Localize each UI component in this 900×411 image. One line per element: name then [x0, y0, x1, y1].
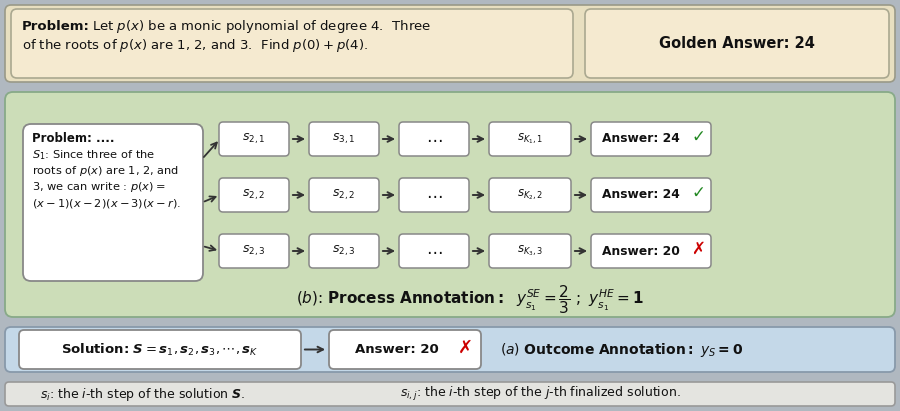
- FancyBboxPatch shape: [399, 234, 469, 268]
- FancyBboxPatch shape: [309, 122, 379, 156]
- FancyBboxPatch shape: [19, 330, 301, 369]
- FancyBboxPatch shape: [309, 234, 379, 268]
- Text: Problem:: Problem:: [22, 21, 90, 34]
- Text: $\cdots$: $\cdots$: [426, 242, 442, 260]
- FancyBboxPatch shape: [489, 178, 571, 212]
- Text: $s_{K_2,2}$: $s_{K_2,2}$: [517, 188, 543, 202]
- FancyBboxPatch shape: [329, 330, 481, 369]
- FancyBboxPatch shape: [5, 327, 895, 372]
- Text: Problem: ....: Problem: ....: [32, 132, 114, 145]
- Text: $s_{2,3}$: $s_{2,3}$: [242, 244, 266, 258]
- Text: $\cdots$: $\cdots$: [426, 186, 442, 204]
- Text: $\cdots$: $\cdots$: [426, 130, 442, 148]
- Text: ✓: ✓: [691, 184, 705, 202]
- Text: Answer: 20: Answer: 20: [602, 245, 680, 258]
- Text: ✓: ✓: [691, 128, 705, 146]
- Text: Answer: 20: Answer: 20: [356, 343, 439, 356]
- FancyBboxPatch shape: [219, 234, 289, 268]
- Text: $s_{K_3,3}$: $s_{K_3,3}$: [517, 244, 543, 258]
- FancyBboxPatch shape: [5, 382, 895, 406]
- FancyBboxPatch shape: [5, 5, 895, 82]
- FancyBboxPatch shape: [11, 9, 573, 78]
- Text: $s_{3,1}$: $s_{3,1}$: [332, 132, 356, 146]
- Text: $\boldsymbol{s_{i,j}}$: the $i$-th step of the $j$-th finalized solution.: $\boldsymbol{s_{i,j}}$: the $i$-th step …: [400, 385, 680, 403]
- FancyBboxPatch shape: [591, 122, 711, 156]
- FancyBboxPatch shape: [399, 122, 469, 156]
- Text: roots of $p(x)$ are 1, 2, and: roots of $p(x)$ are 1, 2, and: [32, 164, 179, 178]
- Text: of the roots of $p(x)$ are 1, 2, and 3.  Find $p(0) + p(4)$.: of the roots of $p(x)$ are 1, 2, and 3. …: [22, 37, 368, 53]
- FancyBboxPatch shape: [489, 234, 571, 268]
- Text: Let $p(x)$ be a monic polynomial of degree 4.  Three: Let $p(x)$ be a monic polynomial of degr…: [92, 18, 431, 35]
- Text: Answer: 24: Answer: 24: [602, 189, 680, 201]
- FancyBboxPatch shape: [591, 178, 711, 212]
- FancyBboxPatch shape: [309, 178, 379, 212]
- Text: $s_{2,1}$: $s_{2,1}$: [242, 132, 266, 146]
- Text: $s_{2,3}$: $s_{2,3}$: [332, 244, 356, 258]
- Text: $(b)$: $\mathbf{Process\ Annotation:}$  $y^{SE}_{s_1} = \dfrac{2}{3}\ ;\ y^{HE}_: $(b)$: $\mathbf{Process\ Annotation:}$ $…: [296, 284, 644, 316]
- Text: 3, we can write : $p(x) =$: 3, we can write : $p(x) =$: [32, 180, 166, 194]
- FancyBboxPatch shape: [23, 124, 203, 281]
- Text: $s_{2,2}$: $s_{2,2}$: [242, 188, 266, 202]
- FancyBboxPatch shape: [585, 9, 889, 78]
- Text: ✗: ✗: [457, 339, 472, 356]
- FancyBboxPatch shape: [591, 234, 711, 268]
- FancyBboxPatch shape: [489, 122, 571, 156]
- FancyBboxPatch shape: [399, 178, 469, 212]
- Text: Answer: 24: Answer: 24: [602, 132, 680, 145]
- Text: $s_{2,2}$: $s_{2,2}$: [332, 188, 356, 202]
- Text: $s_{K_1,1}$: $s_{K_1,1}$: [517, 132, 543, 146]
- FancyBboxPatch shape: [5, 92, 895, 317]
- FancyBboxPatch shape: [219, 178, 289, 212]
- Text: $(x - 1)(x - 2)(x - 3)(x - r).$: $(x - 1)(x - 2)(x - 3)(x - r).$: [32, 196, 181, 210]
- Text: Solution: $\boldsymbol{S} = \boldsymbol{s}_1, \boldsymbol{s}_2, \boldsymbol{s}_3: Solution: $\boldsymbol{S} = \boldsymbol{…: [61, 342, 259, 358]
- Text: ✗: ✗: [691, 240, 705, 258]
- Text: $\boldsymbol{s_i}$: the $i$-th step of the solution $\boldsymbol{S}$.: $\boldsymbol{s_i}$: the $i$-th step of t…: [40, 386, 246, 402]
- Text: $\boldsymbol{S_1}$: Since three of the: $\boldsymbol{S_1}$: Since three of the: [32, 148, 155, 162]
- Text: Golden Answer: 24: Golden Answer: 24: [659, 36, 814, 51]
- Text: $(a)$ $\mathbf{Outcome\ Annotation:}\ \boldsymbol{y_S = 0}$: $(a)$ $\mathbf{Outcome\ Annotation:}\ \b…: [500, 340, 743, 358]
- FancyBboxPatch shape: [219, 122, 289, 156]
